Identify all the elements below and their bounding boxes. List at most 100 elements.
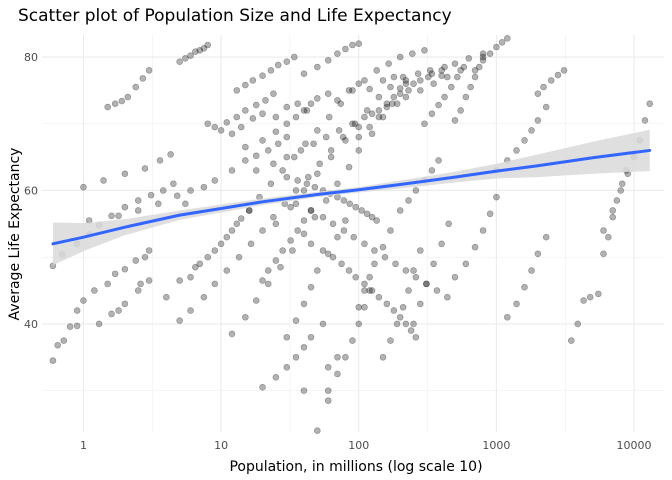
scatter-point	[396, 90, 404, 98]
scatter-point	[475, 63, 483, 71]
scatter-point	[233, 220, 241, 228]
scatter-point	[521, 137, 528, 144]
scatter-point	[300, 217, 308, 224]
scatter-point	[345, 267, 353, 274]
y-tick-label: 60	[24, 184, 38, 197]
scatter-point	[486, 210, 494, 218]
scatter-point	[355, 303, 363, 311]
scatter-point	[410, 320, 417, 328]
scatter-point	[314, 127, 321, 134]
scatter-point	[228, 330, 236, 338]
scatter-point	[396, 85, 404, 92]
scatter-point	[387, 83, 394, 91]
scatter-point	[145, 67, 153, 74]
scatter-point	[211, 280, 219, 288]
scatter-point	[334, 50, 341, 57]
scatter-point	[322, 133, 330, 141]
scatter-point	[304, 173, 312, 181]
scatter-point	[303, 107, 311, 114]
scatter-point	[399, 303, 407, 311]
scatter-point	[416, 87, 424, 94]
scatter-point	[345, 163, 353, 171]
scatter-point	[368, 287, 376, 294]
scatter-point	[104, 280, 111, 288]
scatter-point	[233, 113, 241, 121]
scatter-point	[159, 187, 167, 194]
scatter-point	[410, 267, 417, 274]
scatter-point	[441, 93, 448, 101]
scatter-point	[167, 151, 174, 158]
scatter-point	[646, 100, 654, 108]
scatter-point	[340, 227, 348, 234]
scatter-point	[424, 73, 432, 81]
scatter-point	[132, 83, 140, 91]
scatter-point	[287, 203, 294, 211]
scatter-point	[300, 70, 308, 77]
scatter-point	[121, 265, 129, 273]
scatter-point	[412, 333, 420, 341]
scatter-point	[358, 207, 365, 214]
scatter-point	[187, 187, 194, 194]
scatter-point	[342, 353, 349, 361]
x-tick-label: 10000	[617, 439, 652, 452]
scatter-point	[493, 43, 500, 51]
scatter-point	[294, 177, 301, 184]
scatter-point	[334, 233, 341, 241]
scatter-point	[368, 130, 376, 138]
scatter-point	[383, 100, 391, 108]
scatter-point	[560, 67, 568, 74]
scatter-point	[361, 287, 368, 294]
scatter-point	[259, 72, 266, 79]
scatter-point	[187, 52, 194, 59]
scatter-point	[387, 227, 394, 234]
scatter-point	[211, 177, 219, 184]
scatter-point	[396, 207, 404, 214]
scatter-point	[600, 250, 607, 258]
scatter-point	[361, 303, 368, 311]
scatter-point	[479, 227, 487, 234]
scatter-point	[115, 212, 122, 220]
scatter-point	[402, 93, 410, 101]
scatter-point	[438, 67, 445, 74]
scatter-point	[242, 157, 249, 164]
scatter-point	[187, 307, 194, 314]
scatter-point	[314, 427, 321, 434]
scatter-point	[292, 317, 300, 324]
y-tick-label: 40	[24, 318, 38, 331]
scatter-point	[366, 273, 373, 281]
y-axis-ticks: 40 60 80	[24, 51, 38, 331]
scatter-point	[211, 123, 219, 131]
scatter-point	[235, 253, 243, 261]
scatter-point	[329, 220, 337, 228]
confidence-band	[52, 129, 650, 266]
scatter-point	[340, 197, 348, 204]
scatter-point	[134, 197, 142, 204]
y-axis-label: Average Life Expectancy	[7, 148, 23, 321]
scatter-point	[363, 107, 371, 114]
scatter-point	[249, 115, 257, 122]
scatter-point	[373, 67, 380, 74]
scatter-point	[513, 147, 520, 154]
scatter-point	[412, 187, 420, 194]
trend-line	[51, 148, 652, 246]
scatter-point	[375, 93, 383, 101]
scatter-point	[361, 113, 368, 121]
scatter-point	[349, 41, 356, 49]
scatter-point	[462, 260, 470, 268]
scatter-point	[300, 343, 308, 351]
scatter-point	[416, 300, 424, 308]
scatter-point	[342, 137, 349, 144]
scatter-point	[641, 117, 649, 124]
scatter-point	[609, 207, 617, 214]
scatter-point	[467, 83, 474, 91]
scatter-point	[334, 370, 341, 378]
scatter-point	[416, 77, 424, 84]
scatter-point	[311, 183, 319, 191]
scatter-point	[173, 192, 181, 200]
scatter-point	[349, 337, 356, 344]
scatter-point	[402, 267, 410, 274]
scatter-point	[272, 128, 280, 136]
scatter-point	[600, 227, 607, 234]
scatter-point	[355, 133, 363, 141]
